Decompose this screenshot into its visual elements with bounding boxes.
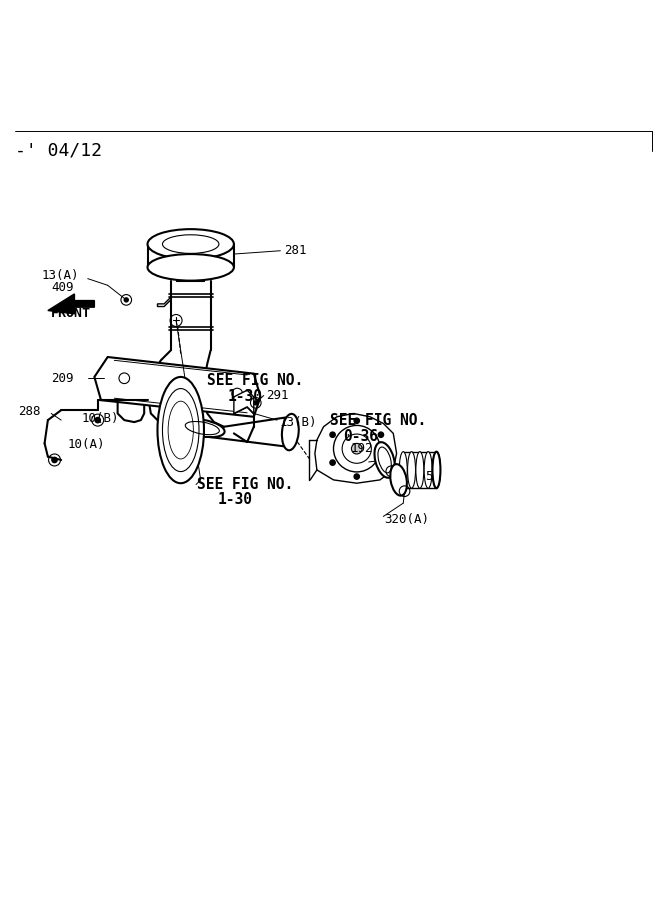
Text: 409: 409 [51, 281, 74, 293]
Text: 192: 192 [350, 442, 373, 455]
Ellipse shape [157, 377, 204, 483]
Text: SEE FIG NO.: SEE FIG NO. [197, 477, 293, 492]
Ellipse shape [180, 419, 225, 437]
Circle shape [52, 457, 57, 463]
Ellipse shape [147, 254, 234, 281]
Text: 1-30: 1-30 [217, 492, 252, 508]
Text: 288: 288 [18, 405, 41, 418]
Polygon shape [94, 357, 260, 417]
Circle shape [124, 298, 128, 302]
Polygon shape [234, 391, 253, 413]
Text: 281: 281 [283, 244, 306, 257]
Ellipse shape [282, 414, 299, 450]
Ellipse shape [432, 452, 440, 488]
Text: 291: 291 [265, 389, 288, 402]
Circle shape [352, 444, 362, 454]
Ellipse shape [390, 464, 407, 496]
Text: FRONT: FRONT [51, 307, 91, 320]
Circle shape [378, 460, 384, 465]
Ellipse shape [400, 452, 408, 488]
Text: 0-36: 0-36 [344, 429, 378, 445]
Text: 5: 5 [425, 470, 433, 483]
Circle shape [354, 474, 360, 479]
Circle shape [378, 432, 384, 437]
Text: 10(B): 10(B) [81, 411, 119, 425]
Text: 13(A): 13(A) [41, 269, 79, 283]
Ellipse shape [374, 442, 395, 478]
Polygon shape [48, 294, 94, 314]
Circle shape [95, 418, 100, 423]
Ellipse shape [424, 452, 432, 488]
Circle shape [253, 400, 257, 405]
Text: SEE FIG NO.: SEE FIG NO. [207, 373, 303, 388]
Text: 10(A): 10(A) [68, 438, 105, 451]
Circle shape [354, 418, 360, 423]
Polygon shape [315, 413, 397, 483]
Ellipse shape [432, 452, 440, 488]
Ellipse shape [147, 230, 234, 259]
Polygon shape [157, 297, 171, 307]
Circle shape [330, 460, 336, 465]
Text: 209: 209 [51, 372, 74, 385]
Ellipse shape [416, 452, 424, 488]
Text: 320(A): 320(A) [384, 513, 429, 526]
Text: -' 04/12: -' 04/12 [15, 141, 101, 159]
Text: 1-30: 1-30 [227, 390, 262, 404]
Text: 13(B): 13(B) [279, 416, 317, 428]
Circle shape [330, 432, 336, 437]
Text: SEE FIG NO.: SEE FIG NO. [330, 412, 426, 427]
Ellipse shape [408, 452, 416, 488]
